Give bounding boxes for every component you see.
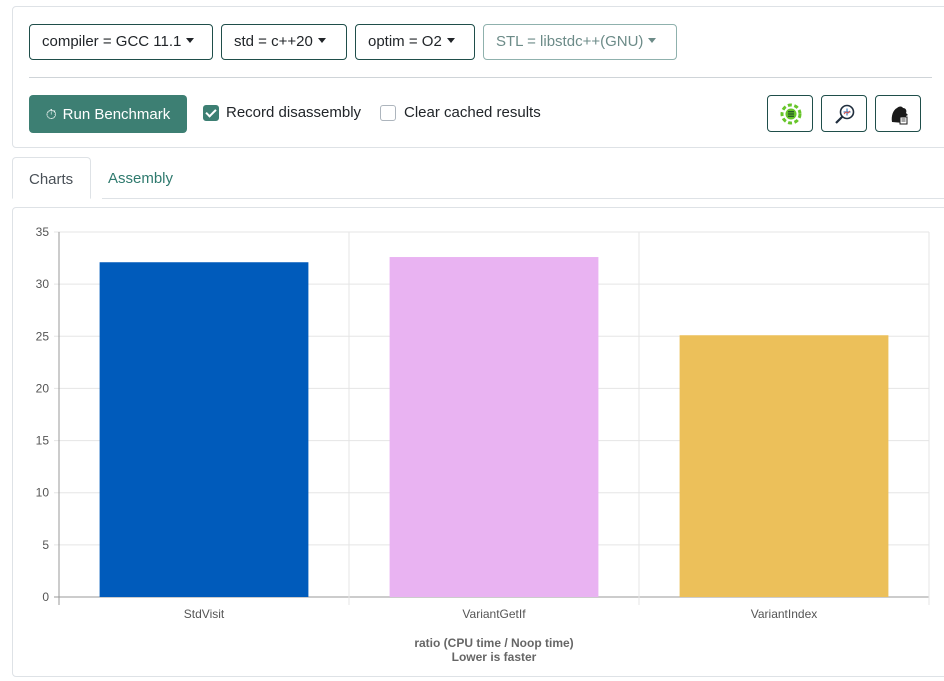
tabs-divider <box>102 198 944 199</box>
y-tick-label: 15 <box>36 434 50 448</box>
benchmark-options-panel: compiler = GCC 11.1 std = c++20 optim = … <box>12 6 944 148</box>
chevron-down-icon <box>648 37 657 43</box>
compiler-explorer-icon <box>780 103 802 125</box>
y-tick-label: 20 <box>36 381 50 395</box>
zoom-compare-button[interactable] <box>821 95 867 132</box>
record-disassembly-checkbox[interactable] <box>203 105 219 121</box>
optim-dropdown[interactable]: optim = O2 <box>355 24 475 60</box>
view-tabs: Charts Assembly <box>12 157 944 199</box>
record-disassembly-label: Record disassembly <box>226 104 362 121</box>
y-tick-label: 35 <box>36 225 50 239</box>
quick-bench-icon <box>891 106 908 125</box>
compiler-explorer-button[interactable] <box>767 95 813 132</box>
y-tick-label: 5 <box>42 538 49 552</box>
chevron-down-icon <box>317 37 326 43</box>
x-axis-title: ratio (CPU time / Noop time) <box>414 636 573 650</box>
x-tick-label: StdVisit <box>184 607 225 621</box>
x-tick-label: VariantGetIf <box>462 607 526 621</box>
bar-stdvisit <box>99 262 309 597</box>
y-tick-label: 30 <box>36 277 50 291</box>
bar-variantindex <box>679 335 889 597</box>
y-tick-label: 25 <box>36 329 50 343</box>
run-benchmark-button[interactable]: ⏱ Run Benchmark <box>29 95 187 133</box>
chevron-down-icon <box>446 37 455 43</box>
quick-bench-button[interactable] <box>875 95 921 132</box>
x-axis-subtitle: Lower is faster <box>452 650 537 664</box>
x-tick-label: VariantIndex <box>751 607 818 621</box>
chevron-down-icon <box>186 37 195 43</box>
timer-icon: ⏱ <box>45 106 57 122</box>
tab-charts[interactable]: Charts <box>12 157 91 199</box>
benchmark-bar-chart: 0 5 10 15 20 25 30 35 StdVisit VariantGetIf Varian… <box>36 225 930 664</box>
chart-panel: 0 5 10 15 20 25 30 35 StdVisit VariantGetIf Varian… <box>12 207 944 677</box>
tab-assembly[interactable]: Assembly <box>108 170 174 187</box>
optim-dropdown-label: optim = O2 <box>368 33 442 50</box>
clear-cached-results-checkbox[interactable] <box>380 105 396 121</box>
y-tick-label: 0 <box>42 590 49 604</box>
divider <box>29 77 932 78</box>
bar-variantgetif <box>389 257 599 597</box>
run-benchmark-label: Run Benchmark <box>62 106 171 123</box>
stl-dropdown-label: STL = libstdc++(GNU) <box>496 33 644 50</box>
clear-cached-results-label: Clear cached results <box>404 104 541 121</box>
compiler-dropdown-label: compiler = GCC 11.1 <box>42 33 182 50</box>
stl-dropdown[interactable]: STL = libstdc++(GNU) <box>483 24 677 60</box>
zoom-compare-icon <box>835 104 855 124</box>
y-tick-label: 10 <box>36 486 50 500</box>
std-dropdown-label: std = c++20 <box>234 33 313 50</box>
std-dropdown[interactable]: std = c++20 <box>221 24 347 60</box>
compiler-dropdown[interactable]: compiler = GCC 11.1 <box>29 24 213 60</box>
